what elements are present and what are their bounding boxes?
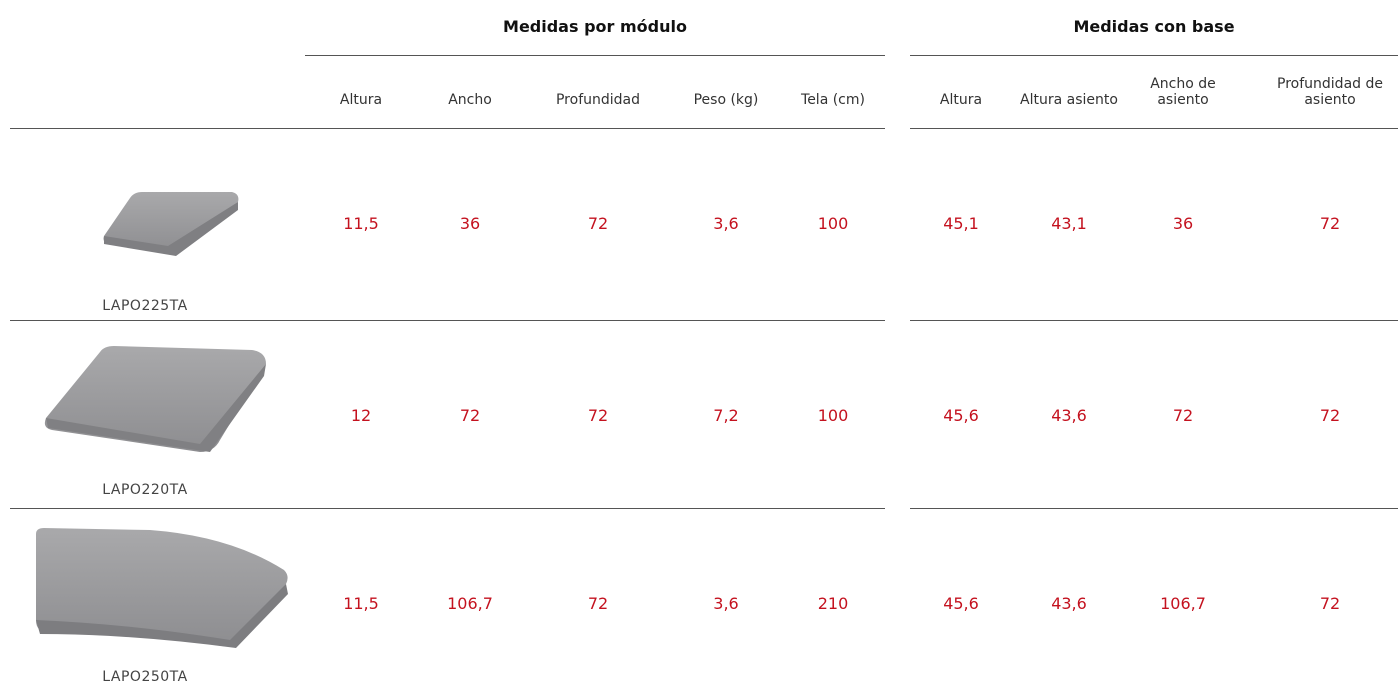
cell-value: 3,6 [713, 594, 739, 613]
cell-value: 72 [459, 406, 481, 425]
cell-value: 45,6 [943, 406, 979, 425]
cell-value: 11,5 [343, 594, 379, 613]
row-rule [910, 508, 1398, 509]
row-rule [910, 320, 1398, 321]
cell-value: 12 [350, 406, 372, 425]
column-header: Tela (cm) [801, 92, 865, 108]
cell-value: 43,6 [1051, 594, 1087, 613]
group-rule [910, 55, 1398, 56]
product-code: LAPO225TA [102, 298, 188, 314]
cell-value: 210 [817, 594, 849, 613]
cell-value: 72 [587, 214, 609, 233]
cell-value: 106,7 [447, 594, 493, 613]
cell-value: 45,6 [943, 594, 979, 613]
cushion-3 [36, 528, 288, 648]
cell-value: 100 [817, 406, 849, 425]
column-header: Profundidad [555, 92, 640, 108]
cell-value: 3,6 [713, 214, 739, 233]
product-code: LAPO250TA [102, 669, 188, 685]
cell-value: 106,7 [1160, 594, 1206, 613]
product-code: LAPO220TA [102, 482, 188, 498]
cell-value: 43,1 [1051, 214, 1087, 233]
cell-value: 11,5 [343, 214, 379, 233]
row-rule [10, 320, 885, 321]
cell-value: 72 [587, 594, 609, 613]
cell-value: 72 [587, 406, 609, 425]
column-header: Altura [339, 92, 383, 108]
row-rule [910, 128, 1398, 129]
row-rule [10, 128, 885, 129]
column-header: Peso (kg) [693, 92, 759, 108]
cushion-1 [103, 192, 239, 256]
cell-value: 45,1 [943, 214, 979, 233]
column-header: Ancho de asiento [1150, 76, 1216, 108]
cell-value: 7,2 [713, 406, 739, 425]
cell-value: 36 [459, 214, 481, 233]
cell-value: 72 [1319, 214, 1341, 233]
cell-value: 72 [1319, 594, 1341, 613]
column-header: Altura [939, 92, 983, 108]
column-header: Altura asiento [1020, 92, 1118, 108]
column-header: Profundidad de asiento [1277, 76, 1383, 108]
column-header: Ancho [448, 92, 492, 108]
group-header: Medidas con base [1073, 17, 1235, 36]
cell-value: 72 [1319, 406, 1341, 425]
cell-value: 100 [817, 214, 849, 233]
cell-value: 72 [1172, 406, 1194, 425]
row-rule [10, 508, 885, 509]
group-rule [305, 55, 885, 56]
cell-value: 36 [1172, 214, 1194, 233]
cushion-2 [44, 346, 266, 452]
cell-value: 43,6 [1051, 406, 1087, 425]
group-header: Medidas por módulo [503, 17, 687, 36]
